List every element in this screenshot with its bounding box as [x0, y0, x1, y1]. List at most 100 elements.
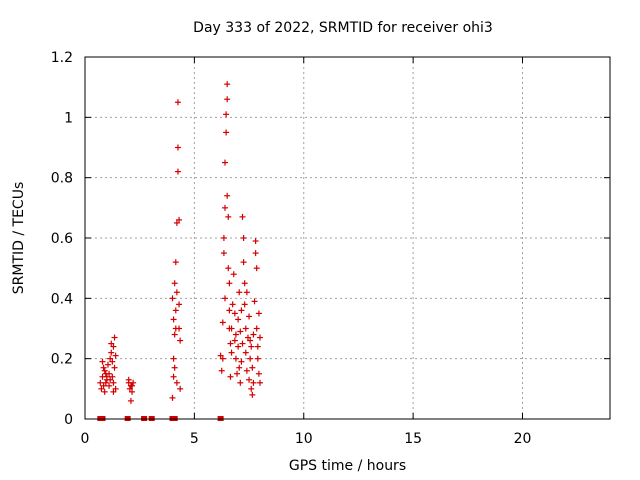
x-tick-label: 20 — [514, 431, 532, 447]
data-point — [125, 376, 132, 383]
data-point — [255, 370, 262, 377]
data-point — [172, 307, 179, 314]
y-tick-label: 1 — [64, 110, 73, 126]
data-point — [252, 250, 259, 257]
data-point — [232, 331, 239, 338]
data-point — [246, 376, 253, 383]
data-point — [238, 307, 245, 314]
data-point — [222, 159, 228, 166]
data-point — [100, 382, 107, 389]
data-point — [250, 379, 257, 386]
data-point — [237, 328, 244, 335]
data-point — [219, 319, 226, 326]
data-point — [240, 259, 247, 266]
data-point — [102, 370, 109, 377]
data-point — [241, 301, 248, 308]
y-tick-label: 0.2 — [51, 352, 73, 368]
data-point — [100, 364, 107, 371]
data-point — [126, 385, 133, 392]
data-point — [247, 337, 254, 344]
data-point — [130, 379, 137, 386]
data-point — [254, 343, 261, 350]
data-point — [111, 364, 118, 371]
data-point — [104, 361, 111, 368]
x-tick-label: 10 — [295, 431, 313, 447]
data-point — [110, 343, 117, 350]
data-point — [242, 349, 249, 356]
data-point — [103, 373, 110, 380]
data-point — [236, 289, 243, 296]
y-tick-label: 0.4 — [51, 291, 73, 307]
data-point — [235, 343, 242, 350]
data-point — [241, 280, 248, 287]
data-point — [129, 382, 136, 389]
data-point — [171, 280, 178, 287]
data-point — [101, 388, 108, 395]
data-point — [108, 340, 115, 347]
data-point — [226, 280, 233, 287]
data-point — [217, 352, 224, 359]
data-point — [171, 364, 178, 371]
data-point — [173, 219, 180, 226]
data-point — [171, 331, 178, 338]
data-point — [226, 307, 233, 314]
data-point — [109, 373, 116, 380]
data-point — [222, 295, 228, 302]
data-point — [249, 391, 256, 398]
data-point — [242, 325, 249, 332]
data-point — [249, 364, 256, 371]
data-point — [237, 379, 244, 386]
data-point — [232, 355, 239, 362]
data-point — [248, 343, 255, 350]
data-point — [174, 144, 181, 151]
data-point — [257, 334, 263, 341]
data-point — [220, 250, 227, 257]
data-point — [244, 334, 251, 341]
y-tick-label: 0.6 — [51, 231, 73, 247]
data-point — [239, 213, 246, 220]
data-point — [230, 271, 237, 278]
x-axis-label: GPS time / hours — [289, 458, 406, 474]
data-point — [102, 379, 109, 386]
data-point — [177, 385, 184, 392]
data-point — [169, 295, 176, 302]
data-point — [253, 325, 260, 332]
data-point — [176, 216, 183, 223]
x-tick-label: 0 — [81, 431, 90, 447]
data-point — [234, 370, 241, 377]
data-point — [220, 235, 227, 241]
y-tick-label: 1.2 — [51, 50, 73, 66]
data-point — [231, 310, 238, 317]
chart-title: Day 333 of 2022, SRMTID for receiver ohi… — [193, 20, 493, 36]
data-point — [110, 388, 117, 395]
data-point — [252, 238, 259, 245]
data-point — [101, 367, 108, 374]
data-point — [250, 331, 257, 338]
data-point — [219, 355, 226, 362]
data-point — [112, 385, 119, 392]
data-point — [107, 376, 114, 383]
data-point — [240, 235, 247, 241]
data-point — [254, 355, 261, 362]
data-point — [109, 358, 116, 365]
data-point — [255, 310, 262, 317]
data-points — [97, 81, 263, 421]
y-tick-label: 0 — [64, 412, 73, 428]
data-point — [231, 337, 238, 344]
data-point — [174, 168, 181, 175]
y-axis-label: SRMTID / TECUs — [11, 182, 27, 295]
data-point — [222, 204, 228, 211]
axis-ticks: 0 5 10 15 20 0 0.2 0.4 0.6 0.8 1 1.2 — [51, 50, 610, 447]
data-point — [174, 99, 181, 106]
data-point — [170, 373, 177, 380]
data-point — [106, 382, 113, 389]
data-point — [225, 213, 232, 220]
data-point — [111, 334, 118, 341]
data-point — [108, 349, 115, 356]
data-point — [169, 394, 176, 401]
data-point — [170, 316, 177, 323]
grid — [85, 57, 610, 419]
data-point — [170, 355, 177, 362]
data-point — [176, 301, 183, 308]
